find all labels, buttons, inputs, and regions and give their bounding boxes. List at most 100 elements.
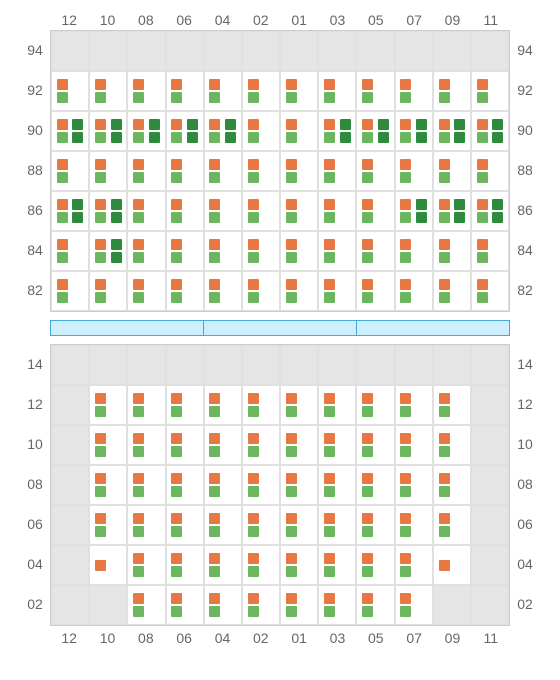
status-square bbox=[439, 132, 450, 143]
grid-cell bbox=[89, 465, 127, 505]
status-square bbox=[400, 212, 411, 223]
status-square bbox=[362, 252, 373, 263]
grid-cell bbox=[356, 585, 394, 625]
status-square bbox=[400, 473, 411, 484]
status-square bbox=[439, 526, 450, 537]
status-square bbox=[439, 252, 450, 263]
status-square bbox=[324, 606, 335, 617]
grid-cell bbox=[433, 505, 471, 545]
grid-cell bbox=[127, 271, 165, 311]
grid-cell bbox=[433, 271, 471, 311]
status-square bbox=[248, 473, 259, 484]
grid-cell bbox=[127, 345, 165, 385]
status-square bbox=[72, 212, 83, 223]
grid-cell bbox=[395, 271, 433, 311]
status-square bbox=[171, 606, 182, 617]
grid-cell bbox=[395, 345, 433, 385]
column-label: 11 bbox=[472, 12, 510, 28]
grid-cell bbox=[166, 425, 204, 465]
status-square bbox=[324, 526, 335, 537]
grid-cell bbox=[51, 151, 89, 191]
grid-cell bbox=[127, 71, 165, 111]
grid-cell bbox=[127, 505, 165, 545]
status-square bbox=[248, 606, 259, 617]
top-left-labels: 94929088868482 bbox=[20, 30, 50, 312]
status-square bbox=[248, 433, 259, 444]
row-label: 02 bbox=[510, 584, 540, 624]
status-square bbox=[248, 446, 259, 457]
status-square bbox=[416, 212, 427, 223]
status-square bbox=[324, 212, 335, 223]
status-square bbox=[400, 292, 411, 303]
status-square bbox=[133, 513, 144, 524]
status-square bbox=[286, 292, 297, 303]
column-label: 04 bbox=[203, 12, 241, 28]
status-square bbox=[248, 279, 259, 290]
status-square bbox=[209, 393, 220, 404]
grid-cell bbox=[127, 585, 165, 625]
grid-cell bbox=[471, 465, 509, 505]
grid-cell bbox=[89, 585, 127, 625]
status-square bbox=[95, 446, 106, 457]
status-square bbox=[171, 199, 182, 210]
grid-cell bbox=[89, 31, 127, 71]
status-square bbox=[286, 199, 297, 210]
row-label: 02 bbox=[20, 584, 50, 624]
grid-row bbox=[51, 71, 509, 111]
status-square bbox=[209, 159, 220, 170]
column-label: 02 bbox=[242, 12, 280, 28]
grid-cell bbox=[318, 385, 356, 425]
grid-cell bbox=[471, 585, 509, 625]
status-square bbox=[209, 526, 220, 537]
grid-cell bbox=[280, 585, 318, 625]
grid-cell bbox=[280, 545, 318, 585]
status-square bbox=[416, 199, 427, 210]
status-square bbox=[171, 292, 182, 303]
grid-cell bbox=[471, 385, 509, 425]
status-square bbox=[248, 119, 259, 130]
grid-cell bbox=[51, 31, 89, 71]
grid-cell bbox=[433, 385, 471, 425]
grid-cell bbox=[280, 505, 318, 545]
status-square bbox=[187, 132, 198, 143]
grid-cell bbox=[356, 425, 394, 465]
status-square bbox=[133, 239, 144, 250]
status-square bbox=[286, 119, 297, 130]
row-label: 94 bbox=[510, 30, 540, 70]
column-label: 05 bbox=[357, 12, 395, 28]
grid-cell bbox=[89, 231, 127, 271]
grid-cell bbox=[51, 585, 89, 625]
status-square bbox=[439, 406, 450, 417]
status-square bbox=[248, 513, 259, 524]
grid-cell bbox=[127, 111, 165, 151]
status-square bbox=[340, 132, 351, 143]
status-square bbox=[171, 553, 182, 564]
status-square bbox=[362, 92, 373, 103]
grid-row bbox=[51, 345, 509, 385]
grid-cell bbox=[280, 111, 318, 151]
status-square bbox=[400, 252, 411, 263]
status-square bbox=[95, 132, 106, 143]
grid-cell bbox=[280, 191, 318, 231]
column-label: 11 bbox=[472, 630, 510, 646]
grid-cell bbox=[318, 151, 356, 191]
status-square bbox=[286, 239, 297, 250]
grid-cell bbox=[356, 151, 394, 191]
status-square bbox=[209, 212, 220, 223]
status-square bbox=[95, 513, 106, 524]
grid-cell bbox=[395, 505, 433, 545]
grid-cell bbox=[166, 465, 204, 505]
grid-cell bbox=[242, 465, 280, 505]
status-square bbox=[248, 406, 259, 417]
grid-cell bbox=[356, 545, 394, 585]
grid-cell bbox=[433, 231, 471, 271]
column-label: 04 bbox=[203, 630, 241, 646]
row-label: 14 bbox=[510, 344, 540, 384]
status-square bbox=[248, 132, 259, 143]
status-square bbox=[248, 239, 259, 250]
grid-cell bbox=[242, 111, 280, 151]
status-square bbox=[324, 393, 335, 404]
status-square bbox=[400, 526, 411, 537]
status-square bbox=[400, 172, 411, 183]
status-square bbox=[111, 252, 122, 263]
